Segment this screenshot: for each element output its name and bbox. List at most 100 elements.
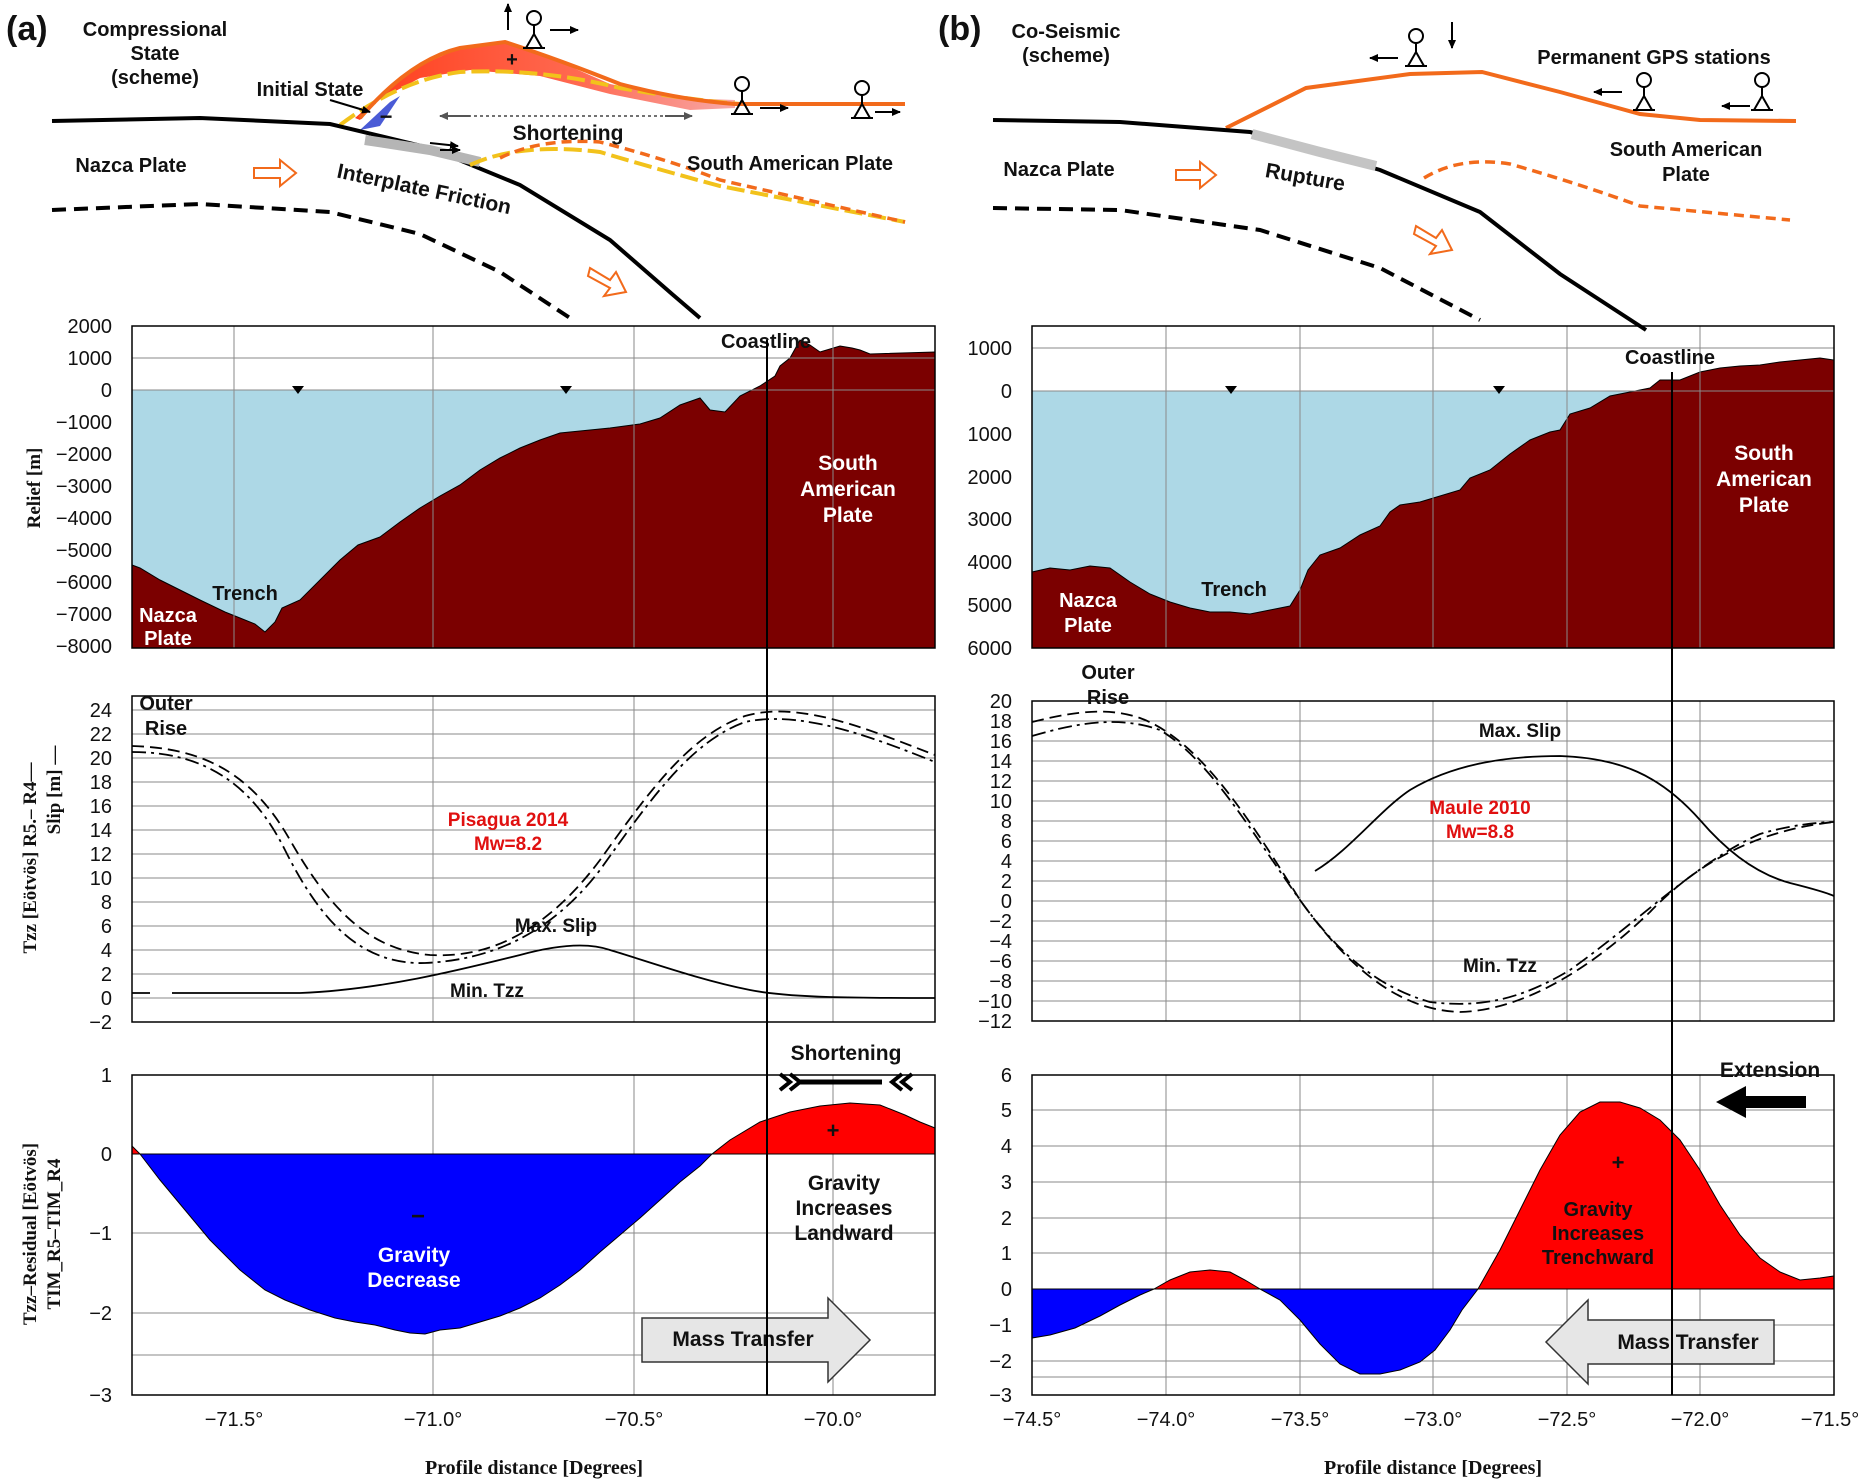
panel-b-letter: (b) <box>938 10 981 48</box>
y-tick: 1 <box>1001 1243 1012 1265</box>
tzz-r4-curve <box>1031 710 1835 1013</box>
relief-profile <box>131 339 936 649</box>
slip-curve <box>1314 755 1835 897</box>
y-tick: 2 <box>101 964 112 986</box>
y-tick: −1 <box>89 1223 112 1245</box>
interseismic-arrow-mid <box>429 141 459 150</box>
resid-ylabel-1: Tzz–Residual [Eötvös] <box>20 1143 41 1325</box>
resid-plus: + <box>827 1118 840 1143</box>
event-name: Maule 2010 <box>1429 798 1530 819</box>
panel-a-scheme-title-3: (scheme) <box>111 67 199 89</box>
plot-frame <box>1031 325 1835 649</box>
panel-a-scheme-title-1: Compressional <box>83 19 227 41</box>
y-tick: 2000 <box>68 316 113 338</box>
y-tick: −2 <box>989 1351 1012 1373</box>
convergence-arrow-1 <box>253 157 298 189</box>
gravity-pos-1: Gravity <box>808 1172 881 1195</box>
plot-frame <box>1031 700 1835 1022</box>
y-tick: −8 <box>989 971 1012 993</box>
plot-frame <box>131 695 936 1023</box>
slab-top-line <box>51 115 702 320</box>
relief-nazca-1: Nazca <box>1059 590 1118 612</box>
gravity-pos-2: Increases <box>796 1197 893 1220</box>
y-tick: 4 <box>1001 1136 1012 1158</box>
y-tick: −1 <box>989 1315 1012 1337</box>
y-tick: −12 <box>978 1011 1012 1033</box>
y-tick: −6000 <box>56 572 112 594</box>
panel-b-relief-plot: 1000 0 1000 2000 3000 4000 5000 6000 Coa… <box>968 325 1835 660</box>
y-tick: −2 <box>89 1303 112 1325</box>
y-tick: 4000 <box>968 552 1013 574</box>
y-tick: −6 <box>989 951 1012 973</box>
y-tick: −4000 <box>56 508 112 530</box>
y-tick: −5000 <box>56 540 112 562</box>
gps-station-icon <box>523 10 545 49</box>
station-marker <box>1493 386 1505 394</box>
relief-ylabel: Relief [m] <box>24 448 45 529</box>
slab-bottom-line <box>51 201 572 320</box>
resid-shortening-label: Shortening <box>791 1042 902 1065</box>
convergence-arrow-2 <box>586 266 628 298</box>
x-tick: −72.5° <box>1538 1409 1597 1431</box>
resid-y-ticks: 6 5 4 3 2 1 0 −1 −2 −3 <box>989 1065 1012 1407</box>
relief-nazca-1: Nazca <box>139 605 198 627</box>
coseismic-surface-line <box>1225 69 1797 130</box>
interplate-friction-zone <box>364 135 482 167</box>
extension-arrow-icon <box>1716 1086 1806 1118</box>
nazca-plate-label: Nazca Plate <box>75 155 186 177</box>
min-tzz-label: Min. Tzz <box>450 981 524 1002</box>
y-tick: 12 <box>990 771 1012 793</box>
y-tick: 18 <box>990 711 1012 733</box>
x-ticks: −74.5° −74.0° −73.5° −73.0° −72.5° −72.0… <box>1003 1409 1860 1431</box>
x-axis-label: Profile distance [Degrees] <box>425 1457 643 1479</box>
y-tick: 16 <box>990 731 1012 753</box>
y-tick: 2 <box>1001 1208 1012 1230</box>
panel-a-residual-plot: Tzz–Residual [Eötvös] TIM_R5–TIM_R4 1 0 … <box>20 1042 936 1479</box>
south-american-plate-label-1: South American <box>1610 139 1763 161</box>
mass-transfer-arrow <box>1544 1298 1775 1386</box>
relief-sa-plate-2: American <box>800 478 896 501</box>
y-tick: 5 <box>1001 1100 1012 1122</box>
y-tick: 0 <box>1001 1279 1012 1301</box>
y-tick: −3 <box>89 1385 112 1407</box>
initial-state-label: Initial State <box>257 79 364 101</box>
moho-orange-line <box>1423 160 1791 222</box>
wedge-blue-toe <box>360 96 400 130</box>
relief-nazca-2: Plate <box>1064 615 1112 637</box>
y-tick: 0 <box>101 380 112 402</box>
y-tick: 16 <box>90 796 112 818</box>
panel-b-scheme-title-1: Co-Seismic <box>1012 21 1121 43</box>
y-tick: 8 <box>101 892 112 914</box>
panel-a-letter: (a) <box>6 10 48 48</box>
panel-a-scheme-title-2: State <box>131 43 180 65</box>
panel-a-scheme: (a) Compressional State (scheme) Shorten… <box>6 3 906 320</box>
x-tick: −71.5° <box>1801 1409 1860 1431</box>
y-tick: 1000 <box>968 424 1013 446</box>
relief-y-ticks: 1000 0 1000 2000 3000 4000 5000 6000 <box>968 338 1013 660</box>
plot-frame <box>131 325 936 649</box>
y-tick: 24 <box>90 700 112 722</box>
convergence-arrow-1 <box>1175 159 1218 191</box>
y-tick: 20 <box>990 691 1012 713</box>
x-tick: −73.5° <box>1271 1409 1330 1431</box>
y-tick: −3000 <box>56 476 112 498</box>
rupture-zone <box>1250 129 1378 171</box>
x-tick: −72.0° <box>1671 1409 1730 1431</box>
y-tick: 3000 <box>968 509 1013 531</box>
tzz-y-ticks: 20 18 16 14 12 10 8 6 4 2 0 −2 −4 −6 −8 … <box>978 691 1012 1033</box>
y-tick: −1000 <box>56 412 112 434</box>
gps-station-icon <box>1633 72 1655 111</box>
y-tick: 2000 <box>968 467 1013 489</box>
y-tick: −7000 <box>56 604 112 626</box>
panel-b-scheme: (b) Co-Seismic (scheme) Permanent GPS st… <box>938 10 1797 332</box>
x-ticks: −71.5° −71.0° −70.5° −70.0° <box>205 1409 863 1431</box>
gps-station-icon <box>731 76 753 115</box>
outer-rise-1: Outer <box>139 693 193 715</box>
grid <box>132 696 935 1022</box>
wedge-plus: + <box>506 49 518 71</box>
y-tick: 2 <box>1001 871 1012 893</box>
x-tick: −74.5° <box>1003 1409 1062 1431</box>
x-tick: −71.5° <box>205 1409 264 1431</box>
y-tick: −4 <box>989 931 1012 953</box>
resid-plus: + <box>1612 1150 1625 1175</box>
